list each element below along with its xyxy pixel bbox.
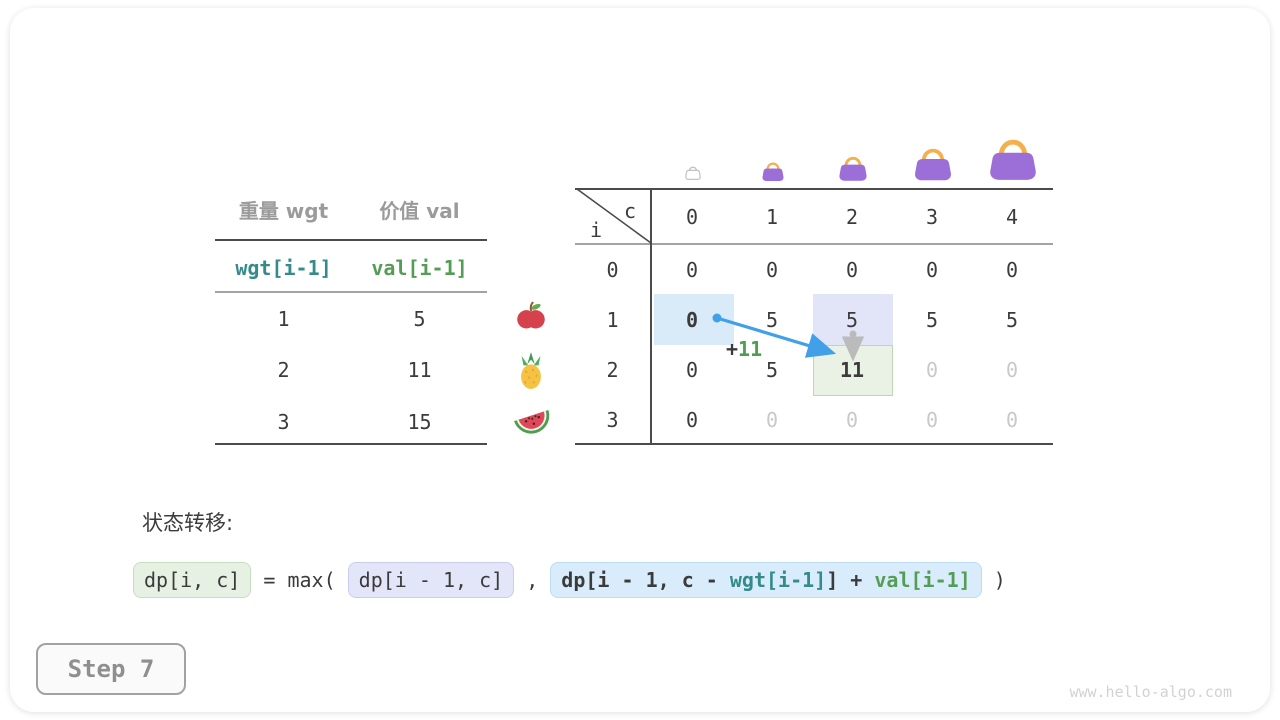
apple-icon [517, 301, 545, 329]
dp-cell-1-3: 5 [925, 308, 939, 332]
dp-cell-3-1: 0 [765, 408, 779, 432]
formula-arg1-box: dp[i - 1, c] [347, 562, 515, 598]
item2-weight: 2 [277, 358, 290, 382]
added-value: 11 [738, 337, 763, 361]
dp-table-bottom-rule [575, 443, 1053, 445]
dp-table-vertical-rule [650, 188, 652, 445]
formula-close-paren: ) [981, 568, 1006, 592]
row-header-0: 0 [606, 258, 619, 282]
left-table-top-rule [215, 239, 487, 241]
corner-col-var: c [624, 199, 637, 223]
col-header-0: 0 [685, 204, 699, 229]
value-column-header: 价值 val [379, 199, 460, 223]
ghost-bag-icon [685, 166, 701, 181]
dp-cell-0-4: 0 [1005, 258, 1019, 282]
formula-arg2-box: dp[i - 1, c - wgt[i-1]] + val[i-1] [550, 562, 982, 598]
weight-column-header: 重量 wgt [238, 199, 329, 223]
dp-table-header-rule [575, 243, 1053, 245]
dp-cell-0-2: 0 [845, 258, 859, 282]
step-badge: Step 7 [36, 643, 186, 695]
row-header-2: 2 [606, 358, 619, 382]
item2-value: 11 [407, 358, 432, 382]
left-table-bottom-rule [215, 443, 487, 445]
watermark: www.hello-algo.com [1069, 683, 1232, 701]
col-header-1: 1 [765, 204, 779, 229]
pineapple-icon [521, 352, 541, 389]
dp-cell-3-0: 0 [685, 408, 699, 432]
dp-cell-1-4: 5 [1005, 308, 1019, 332]
item3-value: 15 [407, 410, 432, 434]
plus-sign: + [726, 337, 739, 361]
formula-arg2-prefix: dp[i - 1, c - [561, 568, 730, 592]
dp-cell-3-4: 0 [1005, 408, 1019, 432]
wgt-var-cell: wgt[i-1] [235, 256, 332, 280]
formula-comma: , [514, 568, 551, 592]
dp-cell-2-1: 5 [765, 358, 779, 382]
watermelon-icon [514, 410, 550, 434]
col-header-2: 2 [845, 204, 859, 229]
dp-row-headers: 0 1 2 3 [575, 245, 650, 445]
bag-icon-capacity-1 [762, 162, 784, 181]
bag-icon-capacity-2 [839, 156, 867, 181]
dp-cell-2-4: 0 [1005, 358, 1019, 382]
dp-cell-1-2: 5 [845, 308, 859, 332]
row-header-1: 1 [606, 308, 619, 332]
dp-col-headers: 0 1 2 3 4 [652, 190, 1052, 243]
dp-cell-0-1: 0 [765, 258, 779, 282]
dp-cell-3-3: 0 [925, 408, 939, 432]
dp-cell-2-0: 0 [685, 358, 699, 382]
dp-cell-2-2: 11 [839, 358, 865, 382]
dp-grid: 0 0 0 0 0 0 5 5 5 5 0 5 11 0 0 0 0 0 0 0 [652, 245, 1052, 445]
formula-arg2-wgt: wgt[i-1] [729, 568, 827, 592]
transition-add-label: +11 [726, 337, 762, 361]
row-header-3: 3 [606, 408, 619, 432]
item1-weight: 1 [277, 307, 290, 331]
dp-cell-0-3: 0 [925, 258, 939, 282]
bag-icon-capacity-3 [915, 148, 951, 181]
bag-icon-capacity-4 [990, 139, 1036, 180]
col-header-4: 4 [1005, 204, 1019, 229]
formula-lhs-box: dp[i, c] [133, 562, 252, 598]
left-table-mid-rule [215, 291, 487, 293]
transition-heading: 状态转移: [142, 511, 234, 535]
dp-cell-2-3: 0 [925, 358, 939, 382]
dp-cell-0-0: 0 [685, 258, 699, 282]
dp-cell-1-0: 0 [685, 308, 699, 332]
col-header-3: 3 [925, 204, 939, 229]
dp-cell-3-2: 0 [845, 408, 859, 432]
transition-formula: dp[i, c] = max( dp[i - 1, c] , dp[i - 1,… [133, 559, 1006, 601]
formula-arg2-mid: ] + [826, 568, 875, 592]
formula-eq-max: = max( [251, 568, 348, 592]
formula-arg2-val: val[i-1] [874, 568, 971, 592]
item3-weight: 3 [277, 410, 290, 434]
item1-value: 5 [413, 307, 426, 331]
val-var-cell: val[i-1] [371, 256, 468, 280]
corner-row-var: i [590, 218, 603, 242]
dp-table-top-rule [575, 188, 1053, 190]
